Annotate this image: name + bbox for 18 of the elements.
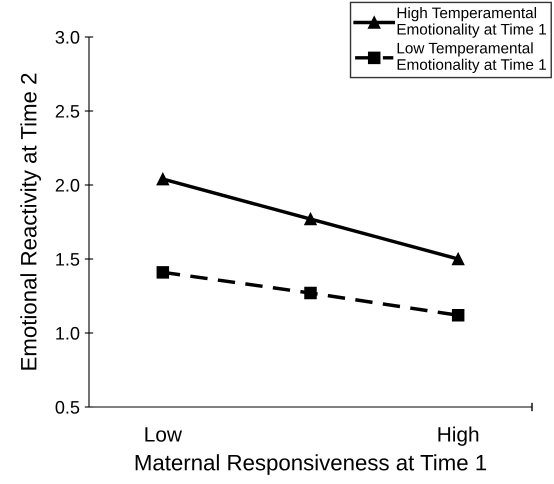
y-tick-label: 1.5 — [56, 253, 80, 266]
y-tick-label: 0.5 — [56, 400, 80, 414]
x-tick-label: Low — [145, 427, 182, 442]
y-tick-label: 2.0 — [56, 178, 80, 192]
point — [156, 172, 170, 186]
y-tick-label: 3.0 — [56, 30, 80, 44]
legend-label: High Temperamental Emotionality at Time 1 — [398, 7, 546, 38]
x-tick-label: High — [438, 426, 478, 446]
y-axis-title: Emotional Reactivity at Time 2 — [20, 74, 41, 370]
point — [156, 266, 170, 279]
legend-label: Low Temperamental Emotionality at Time 1 — [398, 42, 546, 73]
point — [304, 286, 317, 300]
y-tick-label: 2.5 — [56, 104, 80, 118]
point — [304, 212, 317, 226]
point — [452, 308, 464, 322]
x-axis-title: Maternal Responsiveness at Time 1 — [136, 454, 486, 475]
point — [452, 252, 464, 266]
y-tick-label: 1.0 — [56, 326, 80, 340]
